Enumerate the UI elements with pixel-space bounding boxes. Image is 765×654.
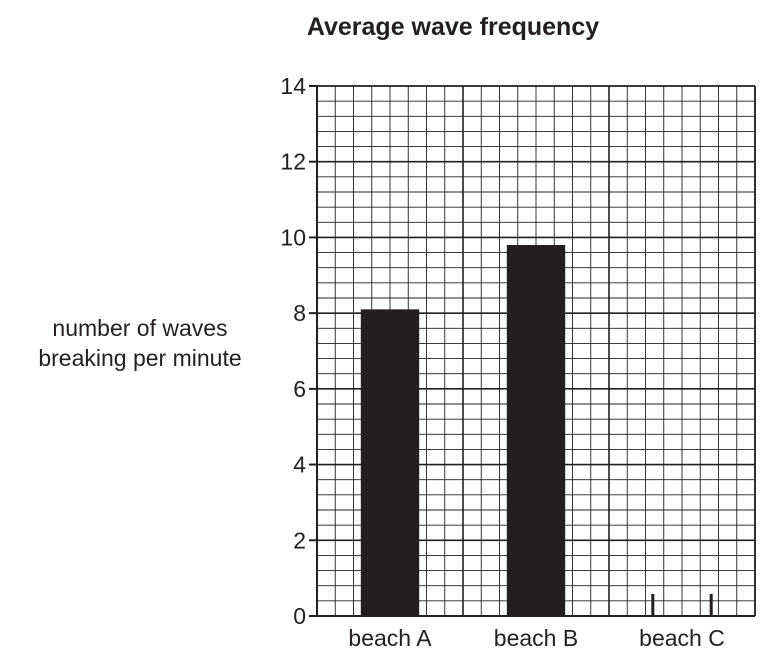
bar-beach-b [506, 245, 566, 616]
y-axis-label-line-2: breaking per minute [38, 345, 241, 371]
y-axis-label-line-1: number of waves [52, 315, 227, 341]
mark-beach-c-right [709, 594, 713, 616]
y-tick-label: 4 [293, 452, 306, 478]
y-tick-label: 14 [280, 73, 306, 99]
y-tick-labels: 0 2 4 6 8 10 12 14 [280, 73, 306, 629]
y-tick-label: 0 [293, 603, 306, 629]
x-tick-label-beach-c: beach C [639, 625, 725, 651]
annotation-marks [651, 594, 713, 616]
bar-beach-a [360, 309, 420, 616]
chart-title: Average wave frequency [307, 13, 599, 41]
y-tick-label: 8 [293, 300, 306, 326]
axes [309, 85, 756, 617]
x-category-labels: beach A beach B beach C [348, 625, 724, 651]
y-tick-label: 12 [280, 149, 306, 175]
bars [360, 245, 566, 616]
x-tick-label-beach-a: beach A [348, 625, 432, 651]
y-tick-label: 6 [293, 376, 306, 402]
y-tick-label: 10 [280, 224, 306, 250]
y-tick-label: 2 [293, 527, 306, 553]
mark-beach-c-left [651, 594, 655, 616]
x-tick-label-beach-b: beach B [494, 625, 578, 651]
